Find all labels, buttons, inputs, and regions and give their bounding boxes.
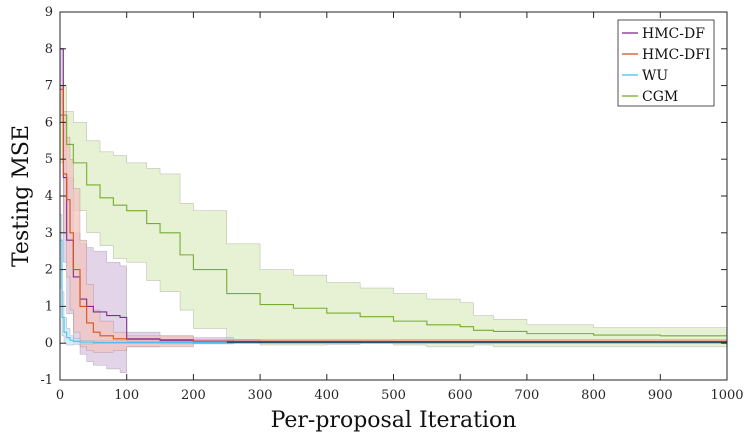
- x-tick-label: 300: [248, 388, 273, 403]
- legend: HMC-DF HMC-DFI WU CGM: [617, 19, 715, 107]
- y-tick-label: 2: [45, 263, 53, 278]
- y-axis-label: Testing MSE: [9, 125, 34, 267]
- legend-label-wu: WU: [642, 68, 668, 84]
- x-tick-label: 0: [56, 388, 64, 403]
- x-tick-label: 600: [448, 388, 473, 403]
- line-cgm: [60, 114, 727, 337]
- y-tick-label: -1: [40, 373, 53, 388]
- y-tick-label: 7: [45, 79, 53, 94]
- x-tick-label: 800: [581, 388, 606, 403]
- x-tick-label: 1000: [710, 388, 743, 403]
- x-tick-label: 200: [181, 388, 206, 403]
- y-tick-label: 8: [45, 42, 53, 57]
- y-axis: -1 0 1 2 3 4 5 6 7 8 9: [40, 5, 727, 388]
- y-tick-label: 0: [45, 336, 53, 351]
- y-tick-label: 5: [45, 152, 53, 167]
- x-tick-label: 500: [381, 388, 406, 403]
- y-tick-label: 6: [45, 115, 53, 130]
- x-tick-label: 700: [514, 388, 539, 403]
- legend-box: [617, 19, 715, 107]
- legend-label-hmc-dfi: HMC-DFI: [642, 47, 710, 63]
- x-tick-label: 100: [114, 388, 139, 403]
- band-cgm: [59, 85, 728, 348]
- y-tick-label: 1: [45, 299, 53, 314]
- y-tick-label: 9: [45, 5, 53, 20]
- line-wu: [60, 239, 727, 344]
- x-tick-label: 900: [648, 388, 673, 403]
- line-hmc-dfi: [60, 88, 728, 343]
- y-tick-label: 3: [45, 226, 53, 241]
- x-tick-label: 400: [314, 388, 339, 403]
- x-axis: 0 100 200 300 400 500 600 700 800 900 1000: [56, 12, 744, 403]
- legend-label-hmc-df: HMC-DF: [642, 26, 705, 42]
- x-axis-label: Per-proposal Iteration: [271, 408, 517, 433]
- y-tick-label: 4: [45, 189, 53, 204]
- series-lines: [60, 48, 728, 344]
- legend-label-cgm: CGM: [642, 89, 678, 105]
